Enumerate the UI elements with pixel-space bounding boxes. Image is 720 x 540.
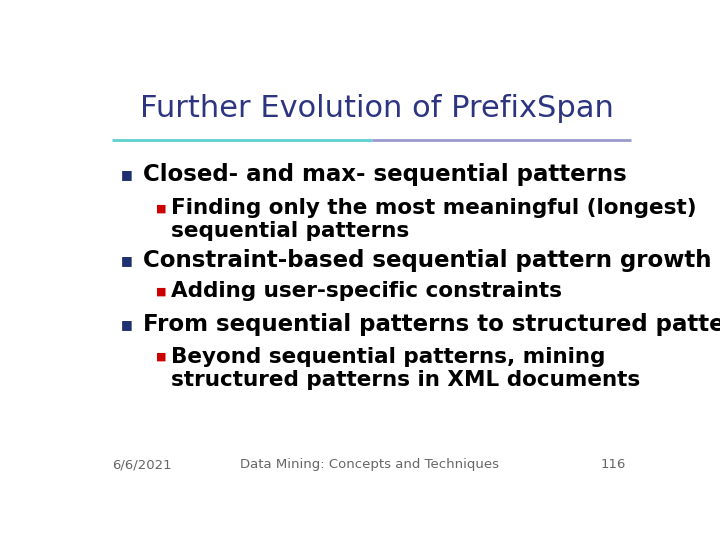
Text: ■: ■ <box>121 254 132 267</box>
Text: Constraint-based sequential pattern growth: Constraint-based sequential pattern grow… <box>143 249 711 272</box>
Text: ■: ■ <box>156 286 166 296</box>
Text: Finding only the most meaningful (longest): Finding only the most meaningful (longes… <box>171 198 696 218</box>
Text: Closed- and max- sequential patterns: Closed- and max- sequential patterns <box>143 164 626 186</box>
Text: Further Evolution of PrefixSpan: Further Evolution of PrefixSpan <box>140 94 614 123</box>
Text: 116: 116 <box>600 458 626 471</box>
Text: Data Mining: Concepts and Techniques: Data Mining: Concepts and Techniques <box>240 458 498 471</box>
Text: Beyond sequential patterns, mining: Beyond sequential patterns, mining <box>171 347 606 367</box>
Text: ■: ■ <box>121 168 132 181</box>
Text: structured patterns in XML documents: structured patterns in XML documents <box>171 370 640 390</box>
Text: sequential patterns: sequential patterns <box>171 221 409 241</box>
Text: ■: ■ <box>156 203 166 213</box>
Text: ■: ■ <box>156 352 166 362</box>
Text: From sequential patterns to structured patterns: From sequential patterns to structured p… <box>143 313 720 336</box>
Text: ■: ■ <box>121 318 132 331</box>
Text: Adding user-specific constraints: Adding user-specific constraints <box>171 281 562 301</box>
Text: 6/6/2021: 6/6/2021 <box>112 458 172 471</box>
